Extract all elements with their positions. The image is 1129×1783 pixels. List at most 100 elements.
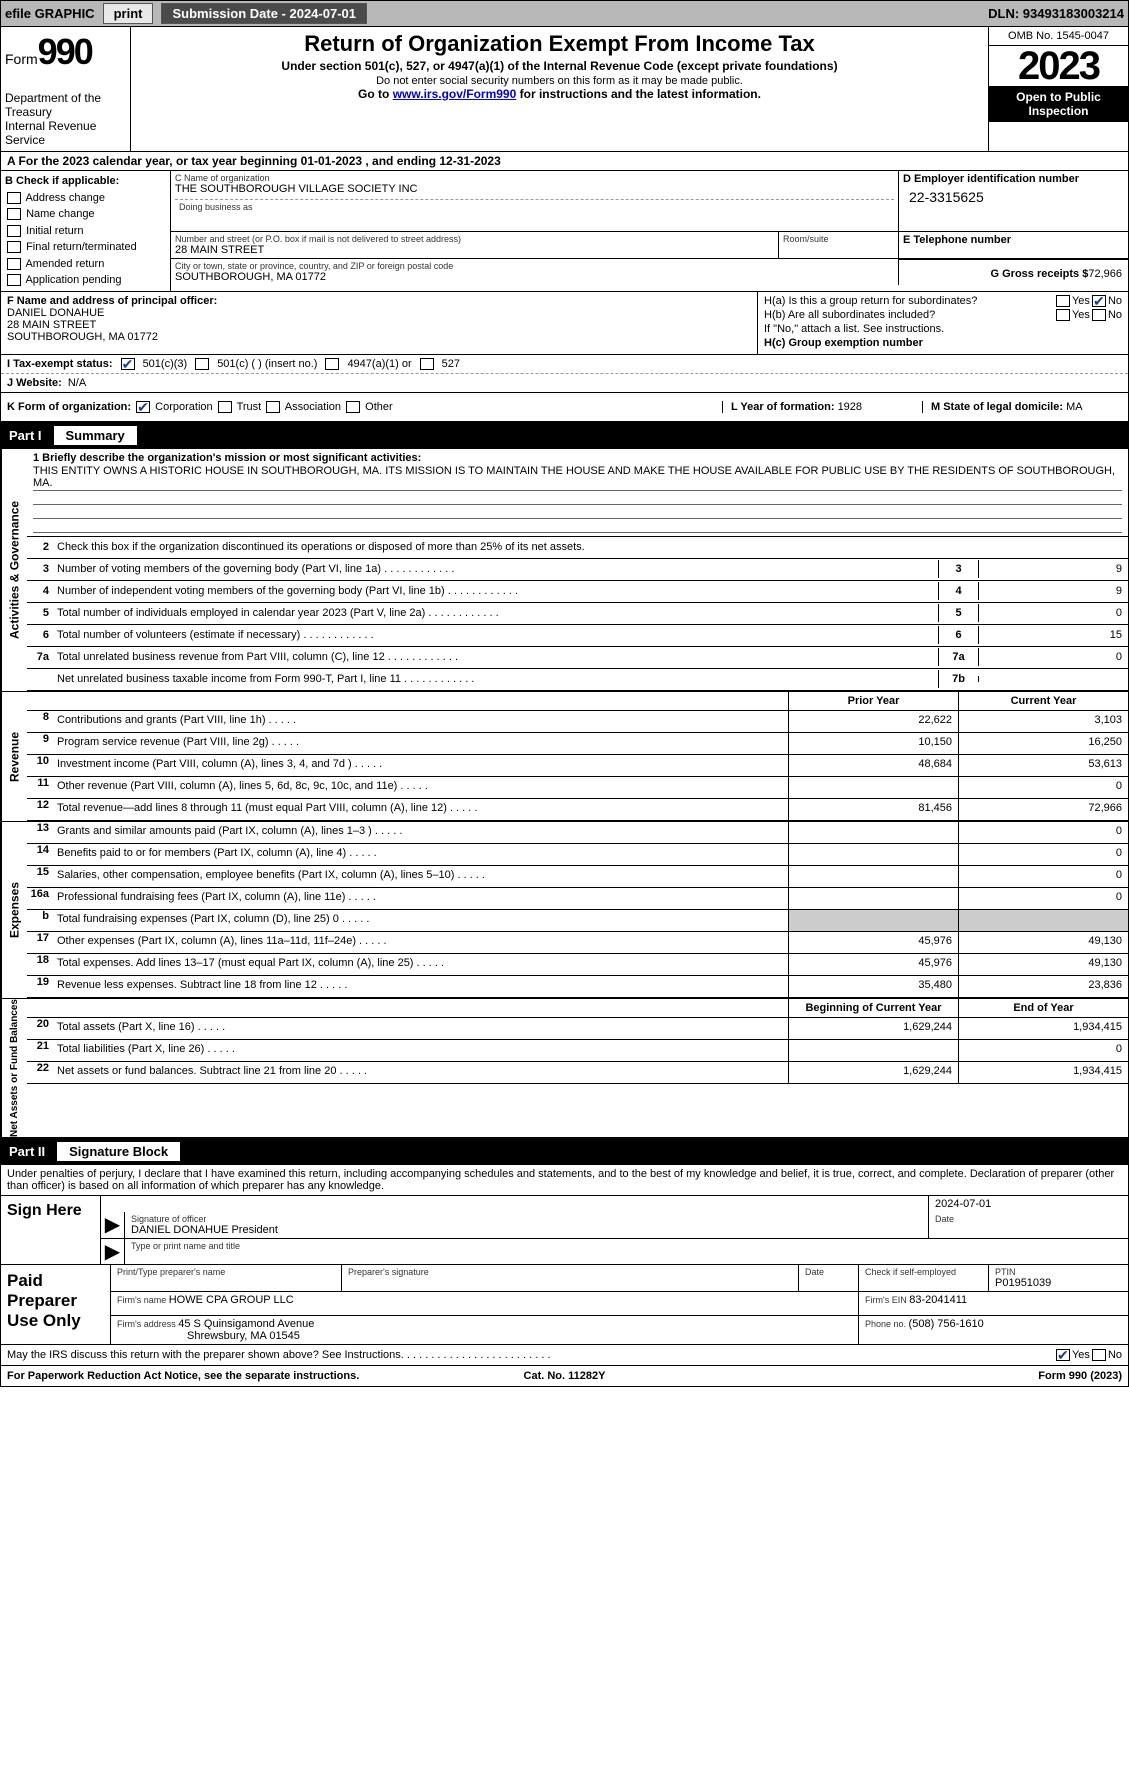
sign-arrow-icon-2: ▶ bbox=[101, 1239, 125, 1264]
officer-name: DANIEL DONAHUE bbox=[7, 307, 751, 319]
ptin-value: P01951039 bbox=[995, 1277, 1122, 1289]
chk-4947[interactable] bbox=[325, 358, 339, 370]
chk-assoc[interactable] bbox=[266, 401, 280, 413]
row-a-tax-year: A For the 2023 calendar year, or tax yea… bbox=[0, 152, 1129, 171]
chk-527[interactable] bbox=[420, 358, 434, 370]
row-klm: K Form of organization: Corporation Trus… bbox=[0, 393, 1129, 422]
form-header: Form990 Department of the Treasury Inter… bbox=[0, 27, 1129, 152]
box-f-officer: F Name and address of principal officer:… bbox=[1, 292, 758, 354]
summary-line: 3 Number of voting members of the govern… bbox=[27, 559, 1128, 581]
summary-line: 6 Total number of volunteers (estimate i… bbox=[27, 625, 1128, 647]
gross-receipts-value: 72,966 bbox=[1088, 268, 1122, 280]
chk-address-change[interactable] bbox=[7, 192, 21, 204]
vtab-rev: Revenue bbox=[1, 692, 27, 821]
fin-line: 17 Other expenses (Part IX, column (A), … bbox=[27, 932, 1128, 954]
chk-discuss-yes[interactable] bbox=[1056, 1349, 1070, 1361]
summary-na: Net Assets or Fund Balances Beginning of… bbox=[0, 999, 1129, 1138]
fin-line: 21 Total liabilities (Part X, line 26) .… bbox=[27, 1040, 1128, 1062]
header-sub1: Under section 501(c), 527, or 4947(a)(1)… bbox=[139, 59, 980, 73]
fin-line: 11 Other revenue (Part VIII, column (A),… bbox=[27, 777, 1128, 799]
print-button[interactable]: print bbox=[103, 3, 154, 24]
chk-hb-no[interactable] bbox=[1092, 309, 1106, 321]
chk-501c3[interactable] bbox=[121, 358, 135, 370]
summary-line: Net unrelated business taxable income fr… bbox=[27, 669, 1128, 691]
sign-arrow-icon: ▶ bbox=[101, 1212, 125, 1238]
fin-line: 12 Total revenue—add lines 8 through 11 … bbox=[27, 799, 1128, 821]
fin-line: 19 Revenue less expenses. Subtract line … bbox=[27, 976, 1128, 998]
penalties-text: Under penalties of perjury, I declare th… bbox=[0, 1165, 1129, 1196]
header-sub3: Go to www.irs.gov/Form990 for instructio… bbox=[139, 87, 980, 101]
section-bcdefg: B Check if applicable: Address change Na… bbox=[0, 171, 1129, 292]
officer-signature: DANIEL DONAHUE President bbox=[131, 1224, 922, 1236]
col-b-checkboxes: B Check if applicable: Address change Na… bbox=[1, 171, 171, 291]
paid-preparer-block: Paid Preparer Use Only Print/Type prepar… bbox=[0, 1265, 1129, 1345]
org-name: THE SOUTHBOROUGH VILLAGE SOCIETY INC bbox=[175, 183, 894, 195]
firm-addr2: Shrewsbury, MA 01545 bbox=[117, 1330, 300, 1342]
summary-rev: Revenue Prior Year Current Year 8 Contri… bbox=[0, 692, 1129, 822]
fin-line: 22 Net assets or fund balances. Subtract… bbox=[27, 1062, 1128, 1084]
dept-label: Department of the Treasury bbox=[5, 91, 126, 119]
year-formation: 1928 bbox=[838, 401, 862, 413]
page-footer: For Paperwork Reduction Act Notice, see … bbox=[0, 1366, 1129, 1387]
chk-ha-no[interactable] bbox=[1092, 295, 1106, 307]
box-d-ein: D Employer identification number 22-3315… bbox=[898, 171, 1128, 231]
box-h-group-return: H(a) Is this a group return for subordin… bbox=[758, 292, 1128, 354]
top-bar: efile GRAPHIC print Submission Date - 20… bbox=[0, 0, 1129, 27]
tax-year: 2023 bbox=[989, 46, 1128, 86]
chk-corp[interactable] bbox=[136, 401, 150, 413]
part2-header: Part II Signature Block bbox=[0, 1138, 1129, 1165]
fin-line: 9 Program service revenue (Part VIII, li… bbox=[27, 733, 1128, 755]
chk-final-return[interactable] bbox=[7, 241, 21, 253]
mission-text: THIS ENTITY OWNS A HISTORIC HOUSE IN SOU… bbox=[33, 464, 1122, 491]
chk-amended-return[interactable] bbox=[7, 258, 21, 270]
chk-hb-yes[interactable] bbox=[1056, 309, 1070, 321]
fin-line: 10 Investment income (Part VIII, column … bbox=[27, 755, 1128, 777]
firm-ein: 83-2041411 bbox=[909, 1294, 967, 1306]
chk-name-change[interactable] bbox=[7, 208, 21, 220]
vtab-ag: Activities & Governance bbox=[1, 449, 27, 691]
firm-phone: (508) 756-1610 bbox=[909, 1318, 984, 1330]
fin-line: b Total fundraising expenses (Part IX, c… bbox=[27, 910, 1128, 932]
box-e-phone: E Telephone number bbox=[898, 232, 1128, 258]
box-c-org-name: C Name of organization THE SOUTHBOROUGH … bbox=[171, 171, 898, 231]
chk-trust[interactable] bbox=[218, 401, 232, 413]
submission-date-label: Submission Date - 2024-07-01 bbox=[161, 3, 367, 24]
city-state-zip: SOUTHBOROUGH, MA 01772 bbox=[175, 271, 894, 283]
fin-line: 20 Total assets (Part X, line 16) . . . … bbox=[27, 1018, 1128, 1040]
sign-here-block: Sign Here 2024-07-01 ▶ Signature of offi… bbox=[0, 1196, 1129, 1265]
summary-line: 4 Number of independent voting members o… bbox=[27, 581, 1128, 603]
chk-initial-return[interactable] bbox=[7, 225, 21, 237]
discuss-row: May the IRS discuss this return with the… bbox=[0, 1345, 1129, 1366]
fin-line: 14 Benefits paid to or for members (Part… bbox=[27, 844, 1128, 866]
chk-other[interactable] bbox=[346, 401, 360, 413]
irs-label: Internal Revenue Service bbox=[5, 119, 126, 147]
form-number: 990 bbox=[38, 31, 92, 72]
summary-exp: Expenses 13 Grants and similar amounts p… bbox=[0, 822, 1129, 999]
irs-link[interactable]: www.irs.gov/Form990 bbox=[393, 87, 517, 101]
fin-line: 8 Contributions and grants (Part VIII, l… bbox=[27, 711, 1128, 733]
chk-501c[interactable] bbox=[195, 358, 209, 370]
open-to-public-label: Open to Public Inspection bbox=[989, 86, 1128, 122]
sign-date: 2024-07-01 bbox=[928, 1196, 1128, 1212]
ein-value: 22-3315625 bbox=[903, 185, 1124, 209]
state-domicile: MA bbox=[1066, 401, 1083, 413]
vtab-exp: Expenses bbox=[1, 822, 27, 998]
chk-ha-yes[interactable] bbox=[1056, 295, 1070, 307]
chk-application-pending[interactable] bbox=[7, 274, 21, 286]
efile-label: efile GRAPHIC bbox=[5, 6, 95, 21]
summary-ag: Activities & Governance 1 Briefly descri… bbox=[0, 449, 1129, 692]
form-title: Return of Organization Exempt From Incom… bbox=[139, 31, 980, 57]
form-word: Form bbox=[5, 51, 38, 67]
fin-line: 15 Salaries, other compensation, employe… bbox=[27, 866, 1128, 888]
vtab-na: Net Assets or Fund Balances bbox=[1, 999, 27, 1137]
summary-line: 7a Total unrelated business revenue from… bbox=[27, 647, 1128, 669]
fin-line: 16a Professional fundraising fees (Part … bbox=[27, 888, 1128, 910]
row-ij: I Tax-exempt status: 501(c)(3) 501(c) ( … bbox=[0, 355, 1129, 393]
fin-line: 13 Grants and similar amounts paid (Part… bbox=[27, 822, 1128, 844]
fin-line: 18 Total expenses. Add lines 13–17 (must… bbox=[27, 954, 1128, 976]
chk-discuss-no[interactable] bbox=[1092, 1349, 1106, 1361]
dln-label: DLN: 93493183003214 bbox=[988, 6, 1124, 21]
part1-header: Part I Summary bbox=[0, 422, 1129, 449]
website-value: N/A bbox=[68, 377, 86, 389]
firm-name: HOWE CPA GROUP LLC bbox=[169, 1294, 294, 1306]
